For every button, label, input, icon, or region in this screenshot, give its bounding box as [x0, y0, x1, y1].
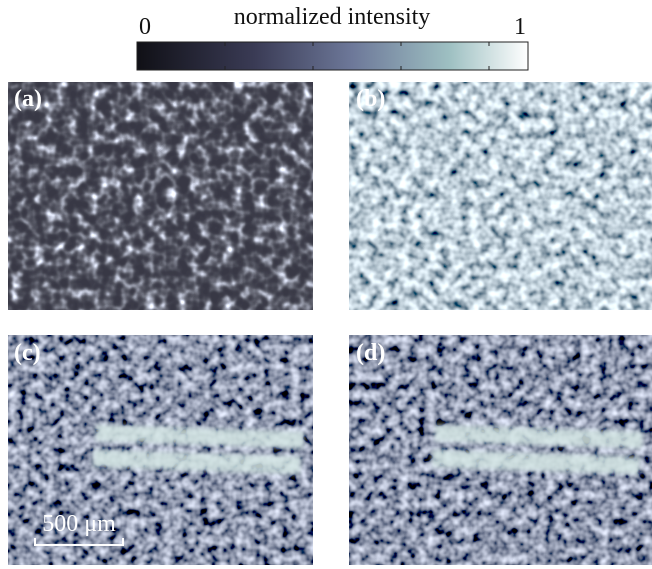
colorbar: [136, 41, 529, 71]
panel-label: (b): [356, 86, 385, 112]
colorbar-max: 1: [514, 14, 526, 40]
colorbar-ticks: [136, 42, 490, 70]
speckle-image: [349, 335, 652, 565]
panel-label: (c): [14, 340, 41, 366]
speckle-image: [8, 82, 313, 310]
scale-bar-label: 500 μm: [42, 511, 116, 537]
stripes: [431, 424, 643, 475]
panel-label: (a): [14, 86, 42, 112]
stripes: [92, 424, 304, 475]
colorbar-label: normalized intensity: [234, 4, 431, 30]
colorbar-min: 0: [139, 14, 151, 40]
panel-label: (d): [356, 340, 385, 366]
speckle-image: [8, 335, 313, 565]
speckle-image: [349, 82, 652, 310]
